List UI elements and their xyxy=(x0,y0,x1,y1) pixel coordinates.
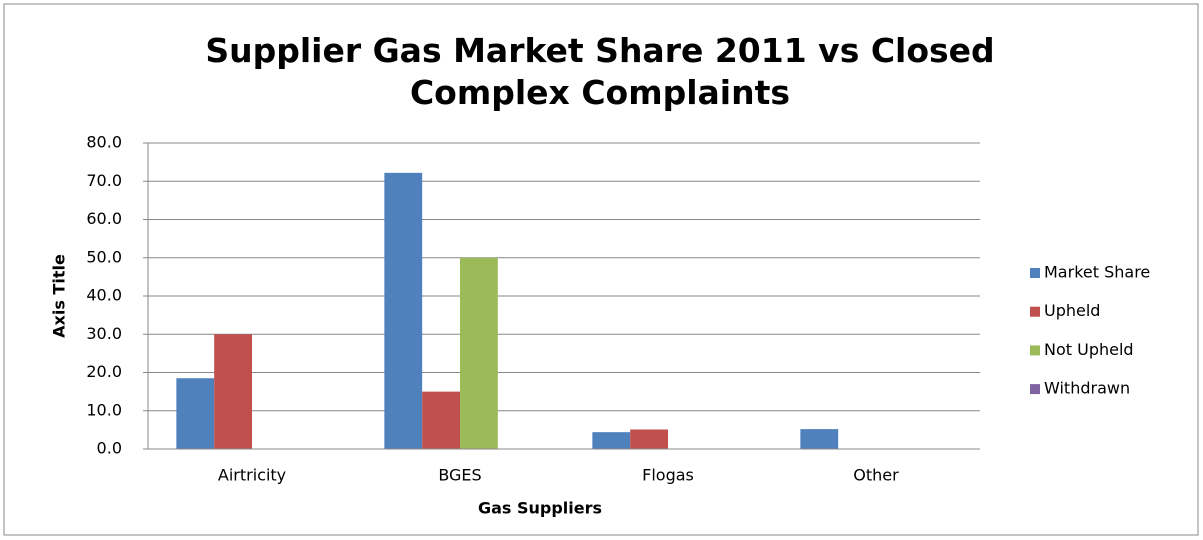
legend-label: Upheld xyxy=(1044,301,1100,320)
legend-label: Not Upheld xyxy=(1044,340,1134,359)
bar xyxy=(214,334,252,449)
y-tick-label: 0.0 xyxy=(97,439,122,458)
y-tick-label: 40.0 xyxy=(86,286,122,305)
x-tick-label: BGES xyxy=(438,466,481,485)
y-axis-title: Axis Title xyxy=(50,254,69,338)
bar xyxy=(630,429,668,449)
bar xyxy=(592,432,631,449)
legend-swatch xyxy=(1030,384,1040,395)
bar xyxy=(422,391,460,449)
y-tick-label: 60.0 xyxy=(86,209,122,228)
legend-swatch xyxy=(1030,345,1040,356)
legend-label: Market Share xyxy=(1044,263,1150,282)
chart-title: Supplier Gas Market Share 2011 vs Closed… xyxy=(205,31,995,112)
bar xyxy=(800,429,839,449)
x-tick-label: Flogas xyxy=(642,466,694,485)
y-tick-label: 50.0 xyxy=(86,247,122,266)
legend-label: Withdrawn xyxy=(1044,379,1130,398)
legend-swatch xyxy=(1030,306,1040,317)
bar xyxy=(176,378,215,449)
bar xyxy=(460,257,498,449)
x-tick-label: Other xyxy=(853,466,899,485)
x-tick-label: Airtricity xyxy=(218,466,286,485)
legend-swatch xyxy=(1030,268,1040,278)
bar xyxy=(384,172,423,449)
x-axis-title: Gas Suppliers xyxy=(478,499,602,518)
y-tick-label: 10.0 xyxy=(86,400,122,419)
y-tick-label: 70.0 xyxy=(86,171,122,190)
y-tick-label: 20.0 xyxy=(86,362,122,381)
y-tick-label: 30.0 xyxy=(86,324,122,343)
y-tick-label: 80.0 xyxy=(86,133,122,152)
